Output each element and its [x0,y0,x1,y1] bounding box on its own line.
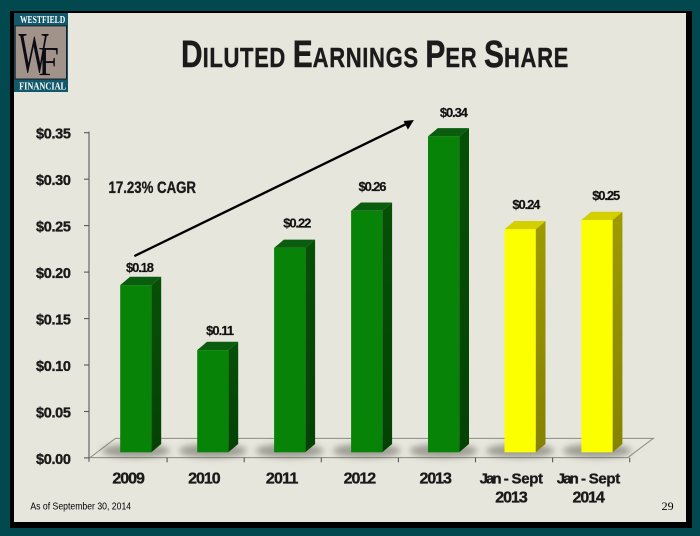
svg-text:-: - [504,471,509,488]
svg-text:As of September 30, 2014: As of September 30, 2014 [30,500,131,512]
svg-text:WESTFIELD: WESTFIELD [20,14,65,26]
svg-text:$0.15: $0.15 [36,313,71,329]
svg-text:$0.34: $0.34 [440,105,469,120]
svg-text:$0.20: $0.20 [36,266,71,282]
svg-text:$0.24: $0.24 [512,197,541,212]
svg-text:Sept: Sept [589,471,621,488]
svg-text:$0.11: $0.11 [206,323,234,338]
svg-text:$0.18: $0.18 [126,260,154,275]
svg-text:$0.00: $0.00 [36,452,71,468]
svg-text:2012: 2012 [344,471,377,488]
svg-text:2013: 2013 [419,471,452,488]
svg-text:$0.22: $0.22 [283,216,311,231]
svg-text:FINANCIAL: FINANCIAL [19,81,66,92]
svg-text:$0.26: $0.26 [359,179,387,194]
svg-text:F: F [38,40,59,85]
svg-text:-: - [581,471,586,488]
svg-text:2009: 2009 [112,471,145,488]
svg-text:2011: 2011 [266,471,299,488]
svg-text:2010: 2010 [188,471,221,488]
svg-text:Sept: Sept [512,471,544,488]
svg-text:$0.25: $0.25 [592,188,620,203]
svg-text:2013: 2013 [495,490,528,507]
svg-text:$0.30: $0.30 [36,173,71,189]
svg-text:$0.05: $0.05 [36,406,71,422]
svg-text:$0.10: $0.10 [36,359,71,375]
svg-text:29: 29 [662,499,674,513]
svg-text:Jan: Jan [557,471,579,488]
svg-text:Jan: Jan [480,471,502,488]
svg-text:2014: 2014 [572,490,605,507]
svg-text:17.23% CAGR: 17.23% CAGR [109,179,197,197]
svg-text:W: W [19,22,50,86]
svg-text:$0.25: $0.25 [36,220,71,236]
svg-text:$0.35: $0.35 [36,127,71,143]
